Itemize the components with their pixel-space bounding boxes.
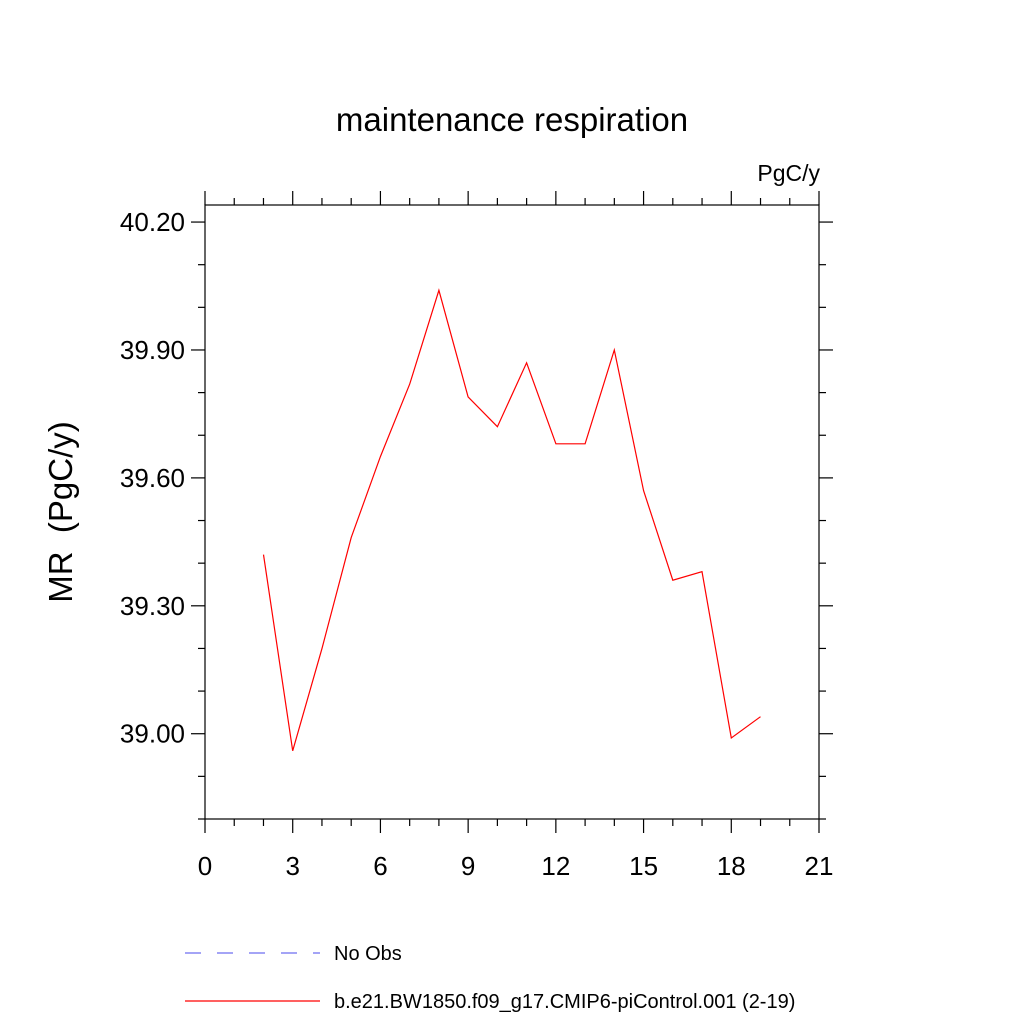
y-tick-label: 39.30	[120, 591, 185, 621]
x-tick-label: 6	[373, 851, 387, 881]
x-tick-label: 15	[629, 851, 658, 881]
y-tick-label: 39.00	[120, 719, 185, 749]
plot-frame	[204, 204, 820, 820]
x-tick-label: 12	[541, 851, 570, 881]
y-axis-label: MR (PgC/y)	[42, 421, 79, 603]
x-tick-label: 9	[461, 851, 475, 881]
units-label: PgC/y	[757, 160, 820, 186]
y-tick-label: 39.90	[120, 335, 185, 365]
legend: No Obs b.e21.BW1850.f09_g17.CMIP6-piContr…	[185, 943, 795, 1013]
x-tick-label: 18	[717, 851, 746, 881]
x-tick-label: 0	[198, 851, 212, 881]
x-tick-label: 3	[285, 851, 299, 881]
x-tick-label: 21	[805, 851, 834, 881]
y-tick-label: 39.60	[120, 463, 185, 493]
series-line	[262, 288, 761, 751]
legend-label: No Obs	[334, 943, 402, 965]
y-tick-label: 40.20	[120, 207, 185, 237]
chart-title: maintenance respiration	[336, 101, 688, 138]
ticks-layer: 0 3 6 9 12 15 18 21 39.00 39.30 39.60 39.90 40.20	[120, 191, 834, 881]
legend-label: b.e21.BW1850.f09_g17.CMIP6-piControl.001…	[334, 991, 795, 1013]
series-layer	[262, 288, 761, 751]
